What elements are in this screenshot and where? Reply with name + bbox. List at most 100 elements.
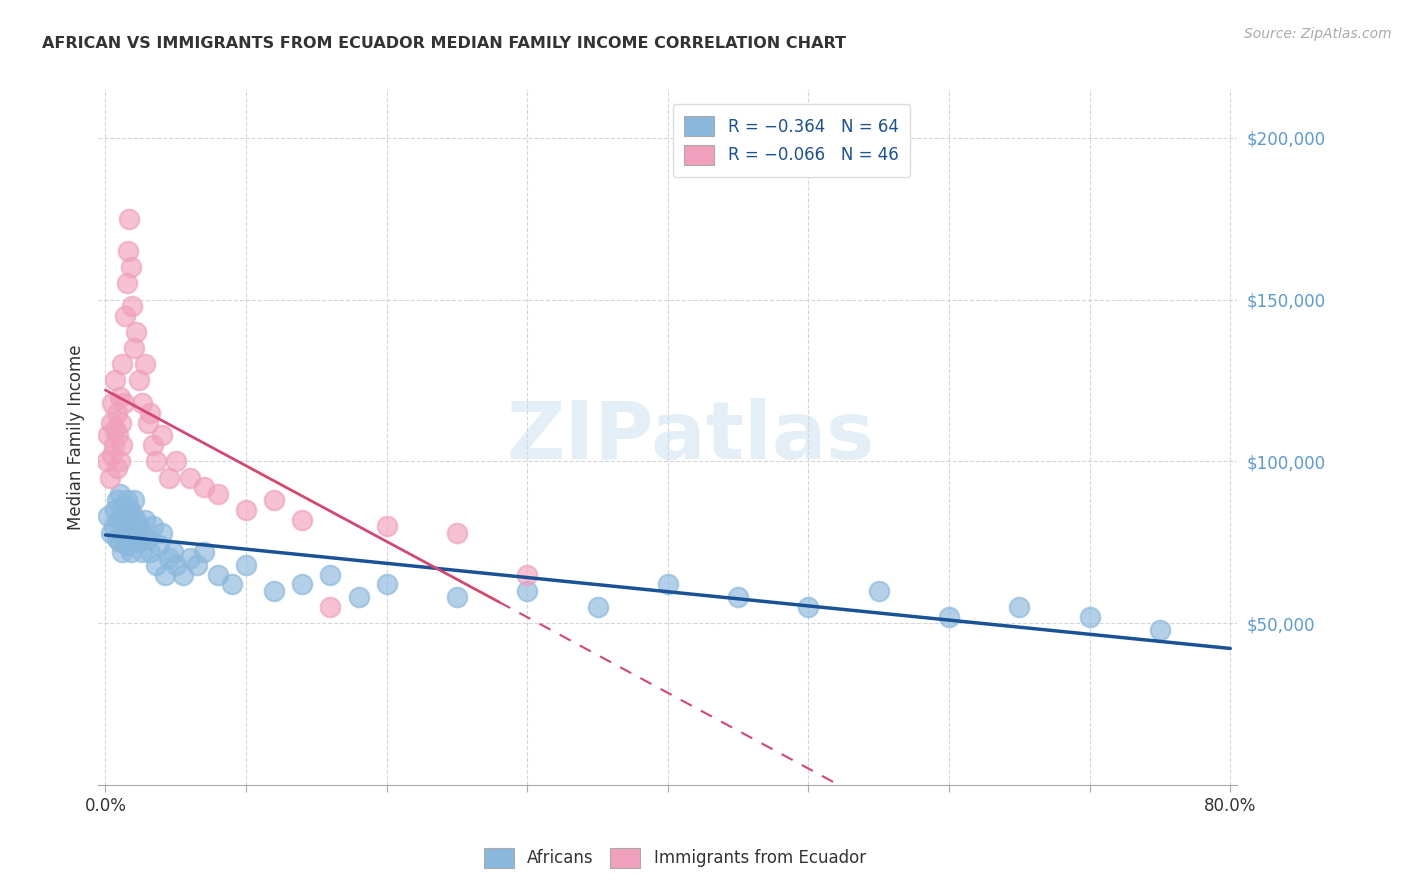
Point — [797, 599, 820, 614]
Point — [117, 244, 139, 258]
Point — [129, 525, 152, 540]
Point — [111, 500, 134, 514]
Point — [101, 396, 124, 410]
Point — [142, 519, 165, 533]
Point — [179, 470, 201, 484]
Point — [103, 438, 125, 452]
Point — [97, 428, 120, 442]
Point — [139, 406, 162, 420]
Point — [125, 325, 148, 339]
Point — [375, 577, 398, 591]
Point — [114, 309, 136, 323]
Point — [134, 513, 156, 527]
Point — [124, 525, 146, 540]
Point — [103, 519, 125, 533]
Point — [125, 513, 148, 527]
Point — [117, 513, 139, 527]
Point — [115, 539, 138, 553]
Point — [105, 532, 128, 546]
Point — [235, 503, 257, 517]
Legend: R = −0.364   N = 64, R = −0.066   N = 46: R = −0.364 N = 64, R = −0.066 N = 46 — [672, 104, 910, 177]
Point — [165, 558, 187, 572]
Point — [193, 545, 215, 559]
Point — [516, 567, 538, 582]
Point — [122, 493, 145, 508]
Point — [111, 438, 134, 452]
Point — [105, 493, 128, 508]
Point — [112, 525, 135, 540]
Legend: Africans, Immigrants from Ecuador: Africans, Immigrants from Ecuador — [477, 841, 873, 875]
Point — [104, 503, 127, 517]
Point — [114, 519, 136, 533]
Point — [104, 422, 127, 436]
Point — [165, 454, 187, 468]
Point — [139, 545, 162, 559]
Point — [97, 509, 120, 524]
Point — [157, 470, 180, 484]
Point — [516, 583, 538, 598]
Point — [120, 260, 142, 275]
Point — [291, 513, 314, 527]
Point — [586, 599, 609, 614]
Point — [235, 558, 257, 572]
Point — [153, 567, 176, 582]
Point — [118, 211, 141, 226]
Point — [347, 591, 370, 605]
Point — [115, 493, 138, 508]
Point — [108, 535, 131, 549]
Point — [98, 470, 121, 484]
Point — [128, 519, 150, 533]
Point — [1149, 623, 1171, 637]
Text: ZIPatlas: ZIPatlas — [506, 398, 875, 476]
Point — [110, 416, 132, 430]
Point — [108, 486, 131, 500]
Text: Source: ZipAtlas.com: Source: ZipAtlas.com — [1244, 27, 1392, 41]
Point — [375, 519, 398, 533]
Point — [150, 428, 173, 442]
Point — [1078, 609, 1101, 624]
Point — [127, 535, 149, 549]
Point — [118, 525, 141, 540]
Point — [207, 486, 229, 500]
Point — [111, 357, 134, 371]
Point — [319, 599, 342, 614]
Point — [96, 454, 118, 468]
Point — [120, 519, 142, 533]
Point — [145, 558, 167, 572]
Point — [263, 583, 285, 598]
Point — [157, 551, 180, 566]
Point — [107, 428, 129, 442]
Point — [115, 277, 138, 291]
Point — [104, 374, 127, 388]
Point — [172, 567, 194, 582]
Point — [186, 558, 208, 572]
Point — [112, 506, 135, 520]
Point — [131, 396, 153, 410]
Point — [120, 545, 142, 559]
Point — [319, 567, 342, 582]
Point — [136, 532, 159, 546]
Point — [179, 551, 201, 566]
Point — [145, 454, 167, 468]
Point — [121, 299, 143, 313]
Point — [108, 390, 131, 404]
Point — [100, 525, 122, 540]
Point — [263, 493, 285, 508]
Text: AFRICAN VS IMMIGRANTS FROM ECUADOR MEDIAN FAMILY INCOME CORRELATION CHART: AFRICAN VS IMMIGRANTS FROM ECUADOR MEDIA… — [42, 36, 846, 51]
Point — [107, 513, 129, 527]
Point — [207, 567, 229, 582]
Point — [1008, 599, 1031, 614]
Point — [291, 577, 314, 591]
Point — [100, 416, 122, 430]
Point — [193, 480, 215, 494]
Point — [112, 396, 135, 410]
Point — [868, 583, 890, 598]
Point — [128, 374, 150, 388]
Y-axis label: Median Family Income: Median Family Income — [66, 344, 84, 530]
Point — [108, 454, 131, 468]
Point — [142, 438, 165, 452]
Point — [150, 525, 173, 540]
Point — [105, 460, 128, 475]
Point — [134, 357, 156, 371]
Point — [111, 545, 134, 559]
